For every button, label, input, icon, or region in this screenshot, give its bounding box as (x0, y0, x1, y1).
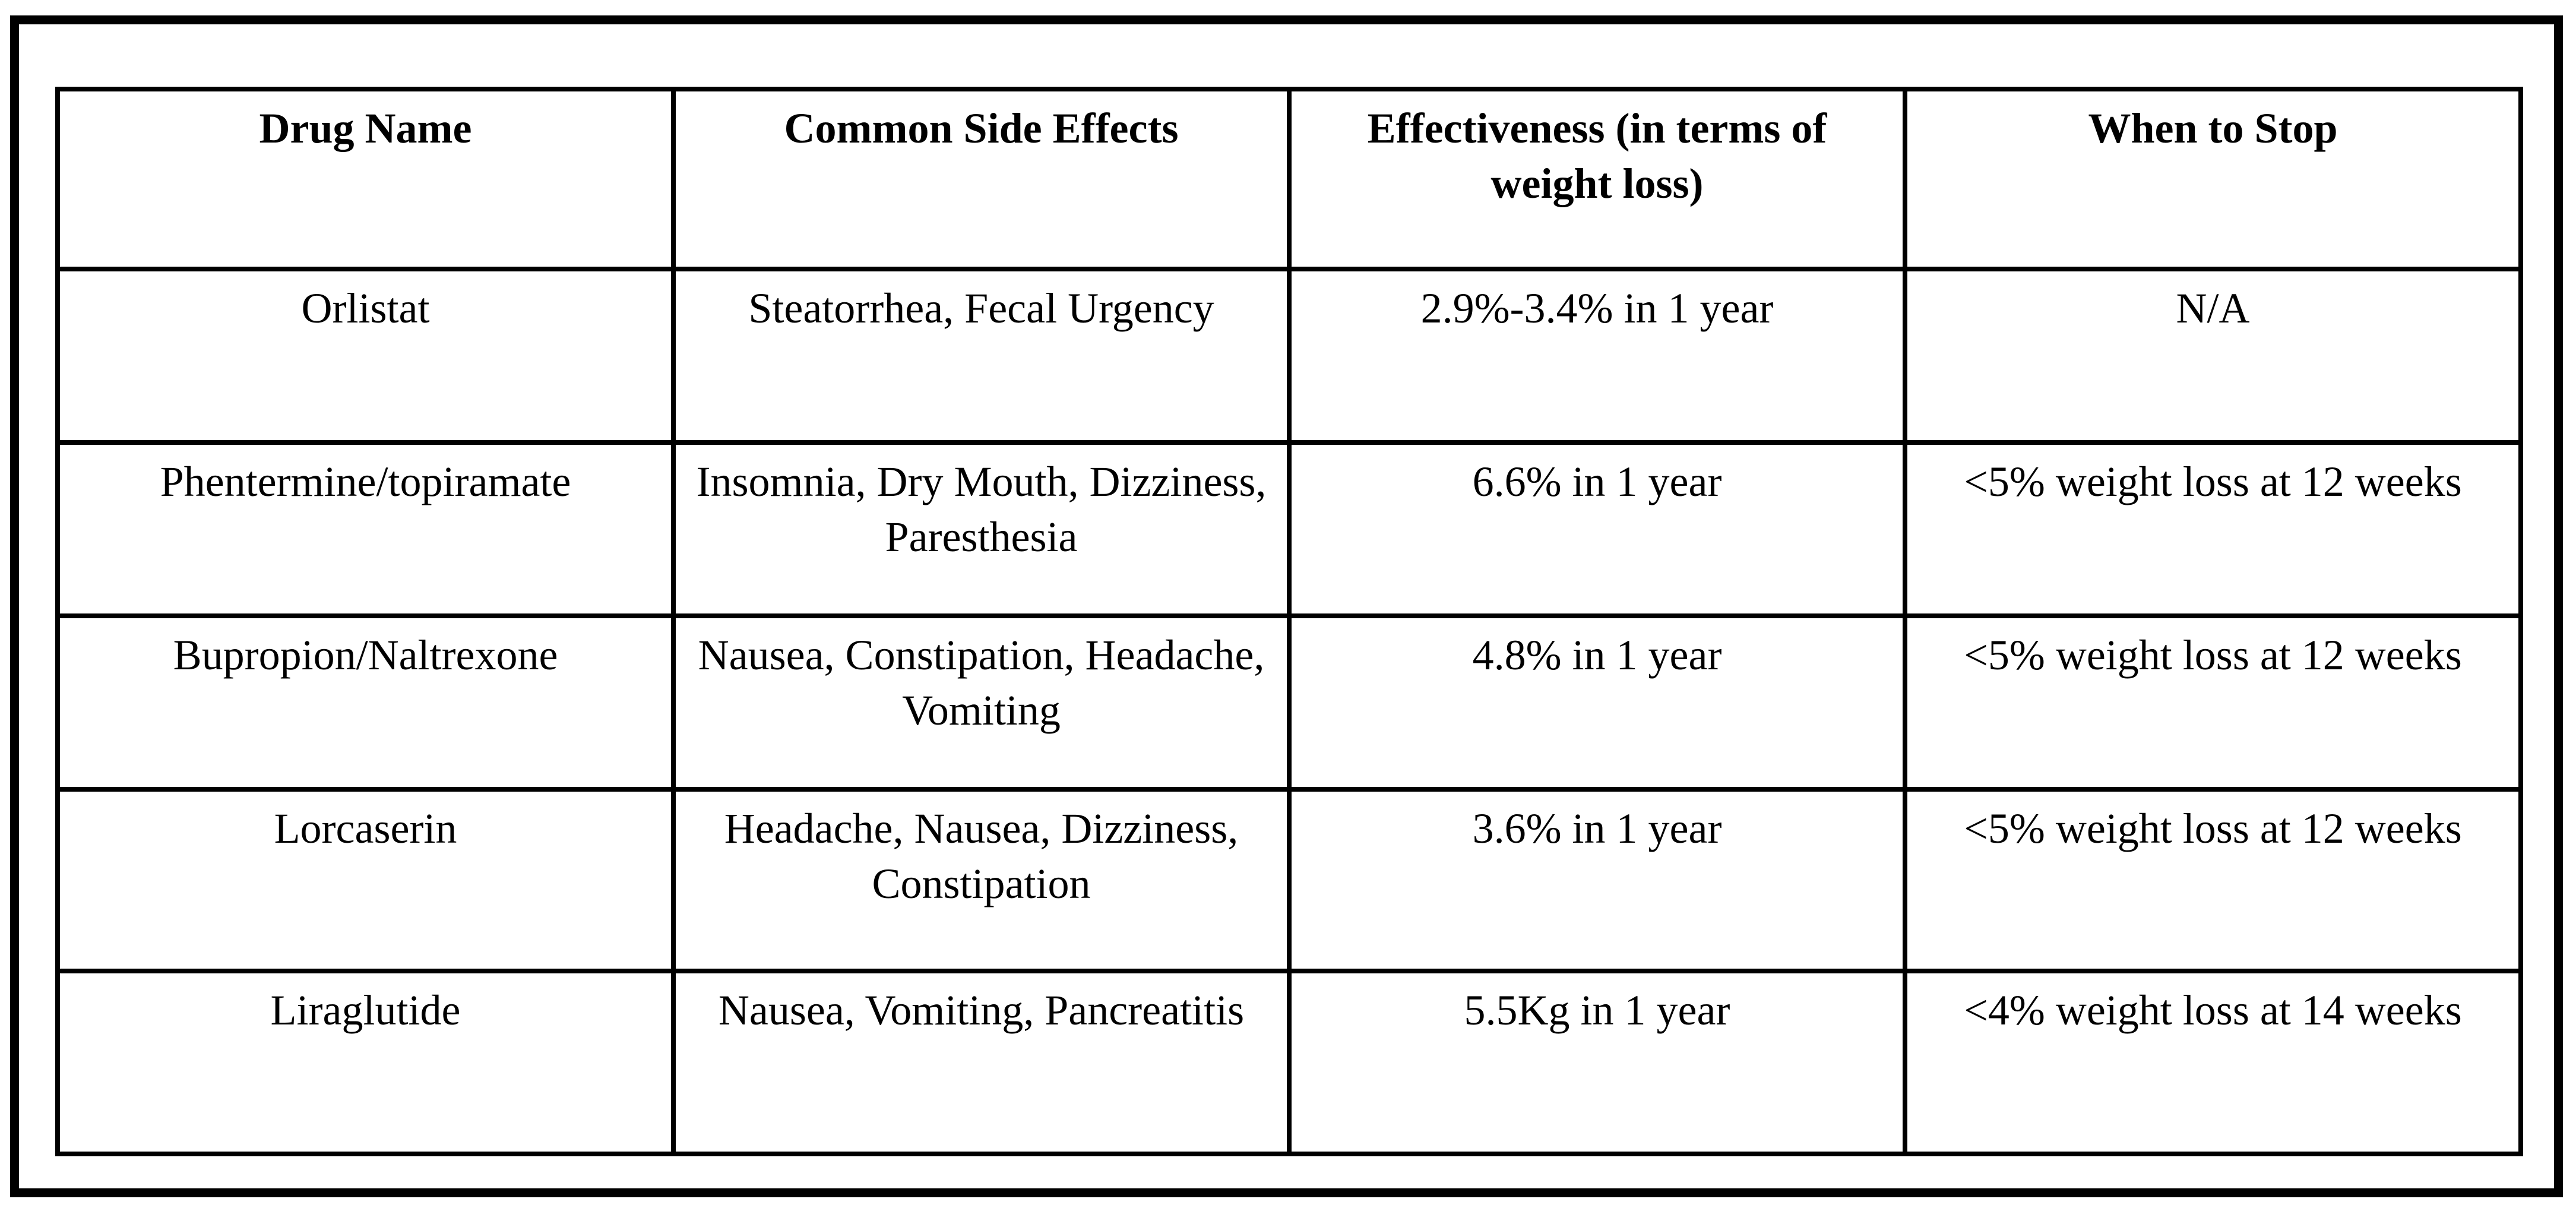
column-header-effectiveness: Effectiveness (in terms of weight loss) (1287, 87, 1907, 271)
cell-side-effects: Insomnia, Dry Mouth, Dizziness, Paresthe… (671, 440, 1292, 618)
column-header-drug-name: Drug Name (55, 87, 676, 271)
cell-effectiveness: 3.6% in 1 year (1287, 787, 1907, 973)
table-row: Orlistat Steatorrhea, Fecal Urgency 2.9%… (55, 267, 2523, 445)
cell-when-to-stop: <5% weight loss at 12 weeks (1903, 787, 2523, 973)
cell-when-to-stop: N/A (1903, 267, 2523, 445)
cell-effectiveness: 2.9%-3.4% in 1 year (1287, 267, 1907, 445)
cell-when-to-stop: <4% weight loss at 14 weeks (1903, 969, 2523, 1156)
cell-drug-name: Liraglutide (55, 969, 676, 1156)
cell-drug-name: Phentermine/topiramate (55, 440, 676, 618)
table-row: Lorcaserin Headache, Nausea, Dizziness, … (55, 787, 2523, 973)
cell-side-effects: Nausea, Constipation, Headache, Vomiting (671, 613, 1292, 792)
cell-effectiveness: 6.6% in 1 year (1287, 440, 1907, 618)
cell-effectiveness: 5.5Kg in 1 year (1287, 969, 1907, 1156)
cell-side-effects: Nausea, Vomiting, Pancreatitis (671, 969, 1292, 1156)
cell-when-to-stop: <5% weight loss at 12 weeks (1903, 613, 2523, 792)
table-row: Bupropion/Naltrexone Nausea, Constipatio… (55, 613, 2523, 792)
cell-side-effects: Headache, Nausea, Dizziness, Constipatio… (671, 787, 1292, 973)
cell-drug-name: Bupropion/Naltrexone (55, 613, 676, 792)
column-header-when-to-stop: When to Stop (1903, 87, 2523, 271)
table-row: Phentermine/topiramate Insomnia, Dry Mou… (55, 440, 2523, 618)
drug-comparison-table: Drug Name Common Side Effects Effectiven… (55, 87, 2523, 1156)
cell-drug-name: Lorcaserin (55, 787, 676, 973)
cell-side-effects: Steatorrhea, Fecal Urgency (671, 267, 1292, 445)
cell-effectiveness: 4.8% in 1 year (1287, 613, 1907, 792)
column-header-side-effects: Common Side Effects (671, 87, 1292, 271)
drug-table-container: Drug Name Common Side Effects Effectiven… (55, 87, 2523, 1156)
table-row: Liraglutide Nausea, Vomiting, Pancreatit… (55, 969, 2523, 1156)
header-row: Drug Name Common Side Effects Effectiven… (55, 87, 2523, 271)
cell-drug-name: Orlistat (55, 267, 676, 445)
cell-when-to-stop: <5% weight loss at 12 weeks (1903, 440, 2523, 618)
